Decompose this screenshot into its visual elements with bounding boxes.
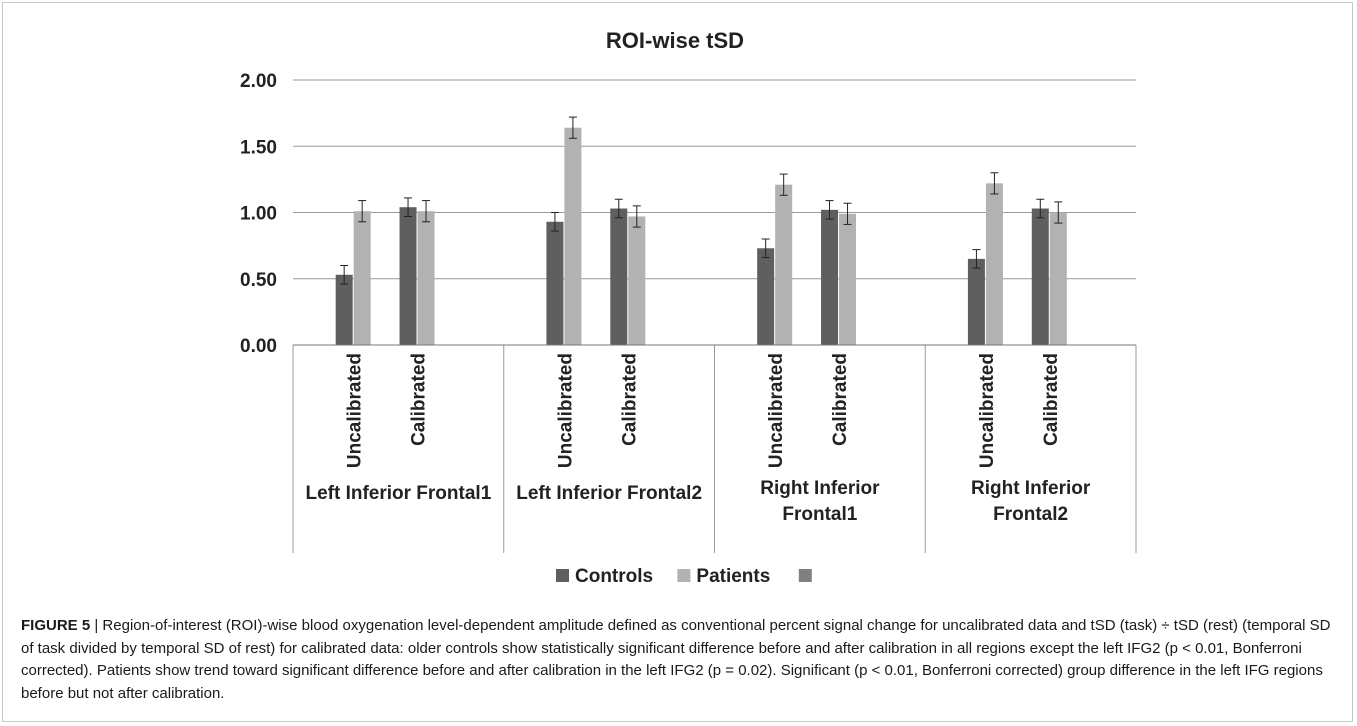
- y-tick-label: 2.00: [240, 71, 277, 92]
- x-subcategory-label: Uncalibrated: [977, 353, 998, 468]
- bar-patients: [839, 213, 857, 345]
- x-subcategory-label: Uncalibrated: [766, 353, 787, 468]
- bar-controls: [335, 274, 353, 345]
- bar-controls: [399, 207, 417, 345]
- bars: [335, 127, 1067, 345]
- x-subcategory-label: Calibrated: [830, 353, 851, 446]
- x-group-label: Left Inferior Frontal1: [305, 483, 491, 504]
- legend-swatch: [798, 569, 812, 582]
- bar-patients: [353, 211, 371, 345]
- y-tick-label: 0.50: [240, 270, 277, 291]
- bar-patients: [1049, 212, 1067, 345]
- y-tick-label: 0.00: [240, 336, 277, 357]
- legend-swatch: [677, 569, 691, 582]
- bar-controls: [610, 208, 628, 345]
- legend-label: Controls: [575, 566, 653, 587]
- x-subcategory-label: Uncalibrated: [555, 353, 576, 468]
- legend: Controls Patients: [556, 566, 812, 587]
- caption-separator: |: [90, 617, 103, 634]
- x-subcategory-label: Calibrated: [619, 353, 640, 446]
- figure-caption: FIGURE 5 | Region-of-interest (ROI)-wise…: [21, 615, 1341, 705]
- x-subcategory-label: Uncalibrated: [345, 353, 366, 468]
- bar-patients: [985, 183, 1003, 345]
- bar-patients: [628, 216, 646, 345]
- y-tick-label: 1.00: [240, 204, 277, 225]
- legend-label: Patients: [696, 566, 770, 587]
- x-group-label: Right Inferior Frontal1: [760, 478, 880, 525]
- x-subcategory-label: Calibrated: [409, 353, 430, 446]
- y-tick-label: 1.50: [240, 137, 277, 158]
- x-group-label: Left Inferior Frontal2: [516, 483, 702, 504]
- bar-patients: [775, 184, 793, 345]
- bar-patients: [564, 127, 582, 345]
- chart-title: ROI-wise tSD: [606, 28, 744, 53]
- bar-controls: [546, 221, 564, 345]
- caption-label: FIGURE 5: [21, 617, 91, 634]
- y-axis-ticks: 0.00 0.50 1.00 1.50 2.00: [240, 71, 277, 357]
- bar-controls: [1031, 208, 1049, 345]
- bar-controls: [967, 258, 985, 345]
- bar-controls: [821, 209, 839, 345]
- x-group-label: Right Inferior Frontal2: [971, 478, 1091, 525]
- bar-patients: [417, 211, 435, 345]
- error-bars: [340, 116, 1063, 285]
- bar-controls: [757, 248, 775, 345]
- legend-swatch: [556, 569, 569, 582]
- x-subcategory-label: Calibrated: [1041, 353, 1062, 446]
- bar-chart: ROI-wise tSD 0.00 0.50 1.00 1.50 2.00 Uncali…: [240, 28, 1137, 587]
- caption-text: Region-of-interest (ROI)-wise blood oxyg…: [21, 617, 1331, 702]
- x-axis: Uncalibrated Calibrated Left Inferior Fron…: [292, 344, 1137, 553]
